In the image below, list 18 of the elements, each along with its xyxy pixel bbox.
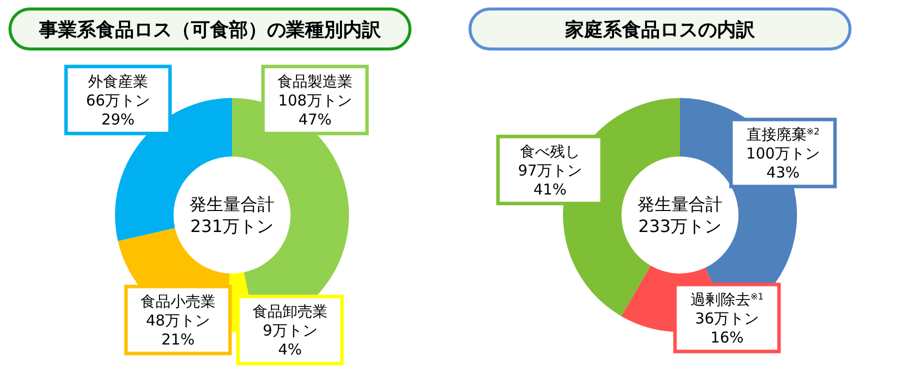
slice-label: 食品小売業 [140,292,216,310]
slice-label: 外食産業 [88,72,148,90]
data-label: 66万トン 29% [86,92,150,128]
chart-title: 事業系食品ロス（可食部）の業種別内訳 [38,19,382,41]
data-label: 97万トン 41% [518,162,582,198]
slice-label: 食べ残し [520,142,580,160]
data-label: 100万トン 43% [746,144,820,182]
slice-label: 過剰除去$^{※1}$ [690,290,764,308]
text: 発生量合計 233万トン [638,195,722,237]
slice-label: 食品卸売業 [252,302,328,320]
data-label: 36万トン 16% [694,310,760,346]
slice-label: 直接廃棄$^{※2}$ [746,126,820,144]
text: 発生量合計 231万トン [190,195,274,237]
slice-label: 食品製造業 [278,72,352,90]
data-label: 48万トン 21% [146,312,210,348]
data-label: 108万トン 47% [278,92,352,128]
chart-title: 家庭系食品ロスの内訳 [564,19,756,41]
data-label: 9万トン 4% [262,322,318,358]
